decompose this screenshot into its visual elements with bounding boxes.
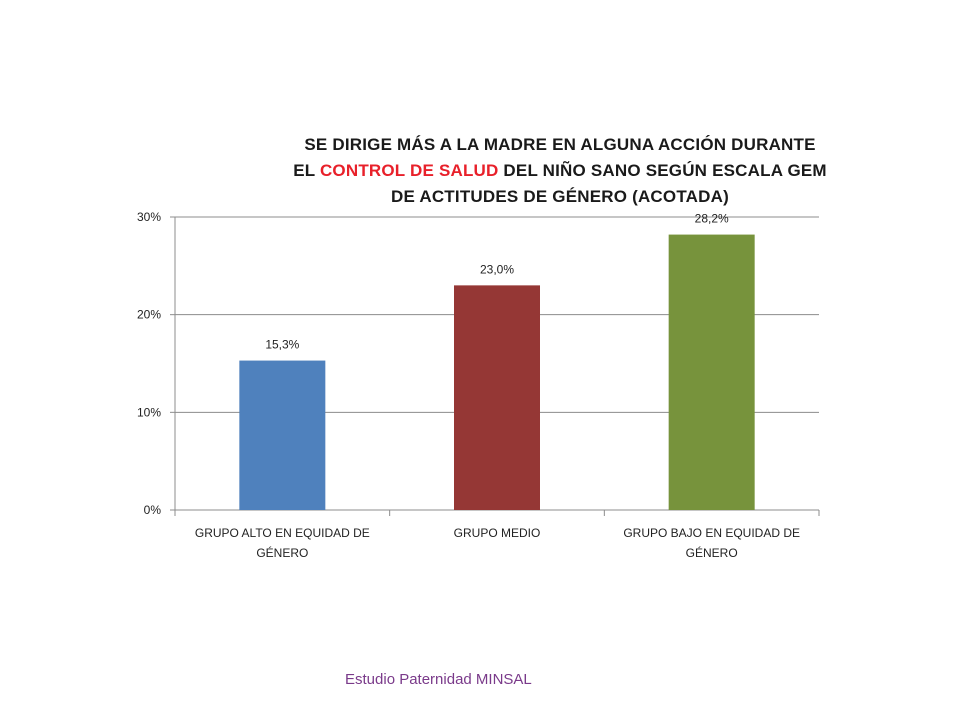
chart-title-line-2: EL CONTROL DE SALUD DEL NIÑO SANO SEGÚN … bbox=[160, 158, 960, 184]
y-tick-label: 0% bbox=[144, 503, 162, 517]
y-tick-label: 10% bbox=[137, 405, 161, 419]
bar bbox=[239, 360, 326, 510]
bar bbox=[668, 234, 755, 510]
chart-title-highlight: CONTROL DE SALUD bbox=[319, 161, 499, 180]
y-tick-label: 30% bbox=[137, 210, 161, 224]
chart-title-line-1: SE DIRIGE MÁS A LA MADRE EN ALGUNA ACCIÓ… bbox=[304, 135, 816, 154]
x-tick-label: GÉNERO bbox=[256, 545, 308, 560]
chart-title-line-2-prefix: EL bbox=[293, 161, 320, 180]
x-tick-label: GRUPO MEDIO bbox=[454, 526, 541, 540]
x-tick-label: GRUPO ALTO EN EQUIDAD DE bbox=[195, 526, 370, 540]
x-tick-label: GÉNERO bbox=[686, 545, 738, 560]
chart-title: SE DIRIGE MÁS A LA MADRE EN ALGUNA ACCIÓ… bbox=[160, 132, 960, 210]
data-label: 23,0% bbox=[480, 262, 514, 276]
y-tick-label: 20% bbox=[137, 308, 161, 322]
chart-title-line-2-suffix: DEL NIÑO SANO SEGÚN ESCALA GEM bbox=[498, 161, 827, 180]
bar bbox=[454, 285, 540, 510]
source-note: Estudio Paternidad MINSAL bbox=[345, 671, 532, 688]
chart-title-line-3: DE ACTITUDES DE GÉNERO (ACOTADA) bbox=[391, 187, 729, 206]
data-label: 28,2% bbox=[695, 212, 729, 226]
data-label: 15,3% bbox=[265, 338, 299, 352]
x-tick-label: GRUPO BAJO EN EQUIDAD DE bbox=[623, 526, 800, 540]
